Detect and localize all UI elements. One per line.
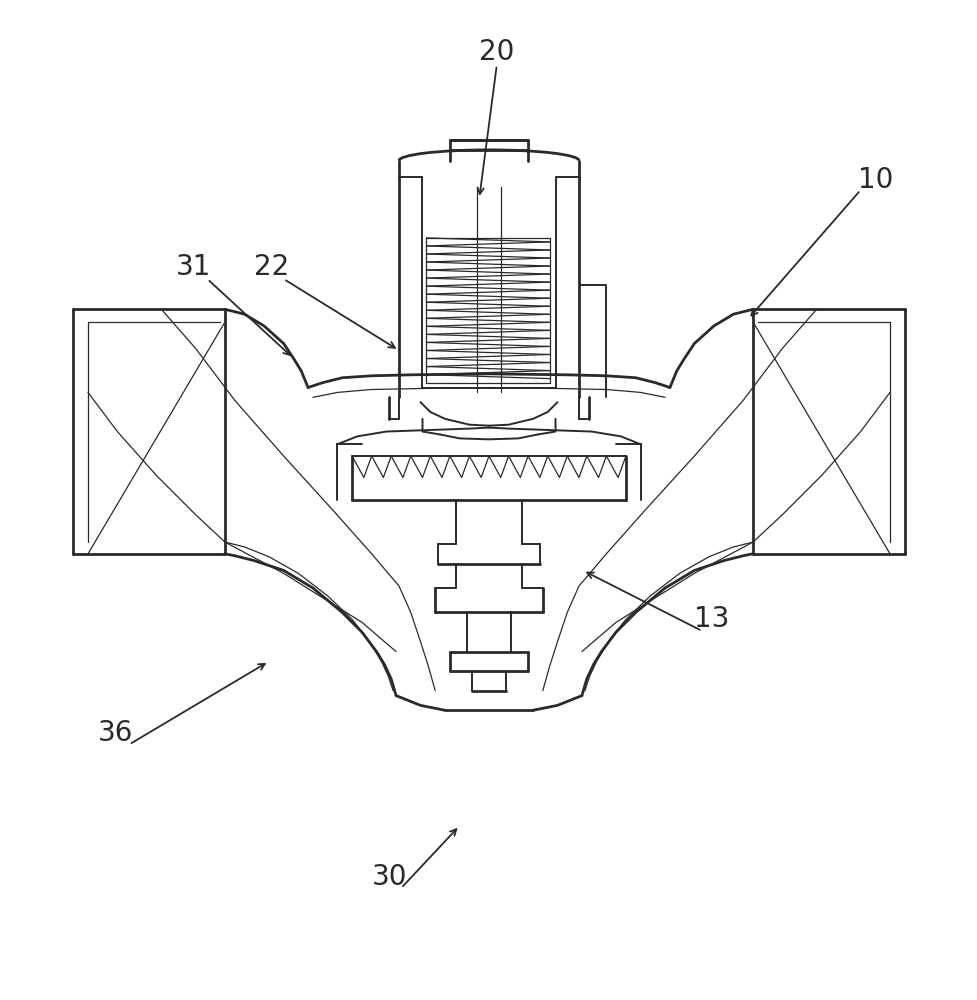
Text: 13: 13: [694, 605, 729, 633]
Text: 10: 10: [857, 166, 892, 194]
Text: 31: 31: [176, 253, 211, 281]
Text: 30: 30: [371, 863, 406, 891]
Text: 22: 22: [254, 253, 289, 281]
Text: 20: 20: [479, 38, 514, 66]
Text: 36: 36: [98, 719, 133, 747]
